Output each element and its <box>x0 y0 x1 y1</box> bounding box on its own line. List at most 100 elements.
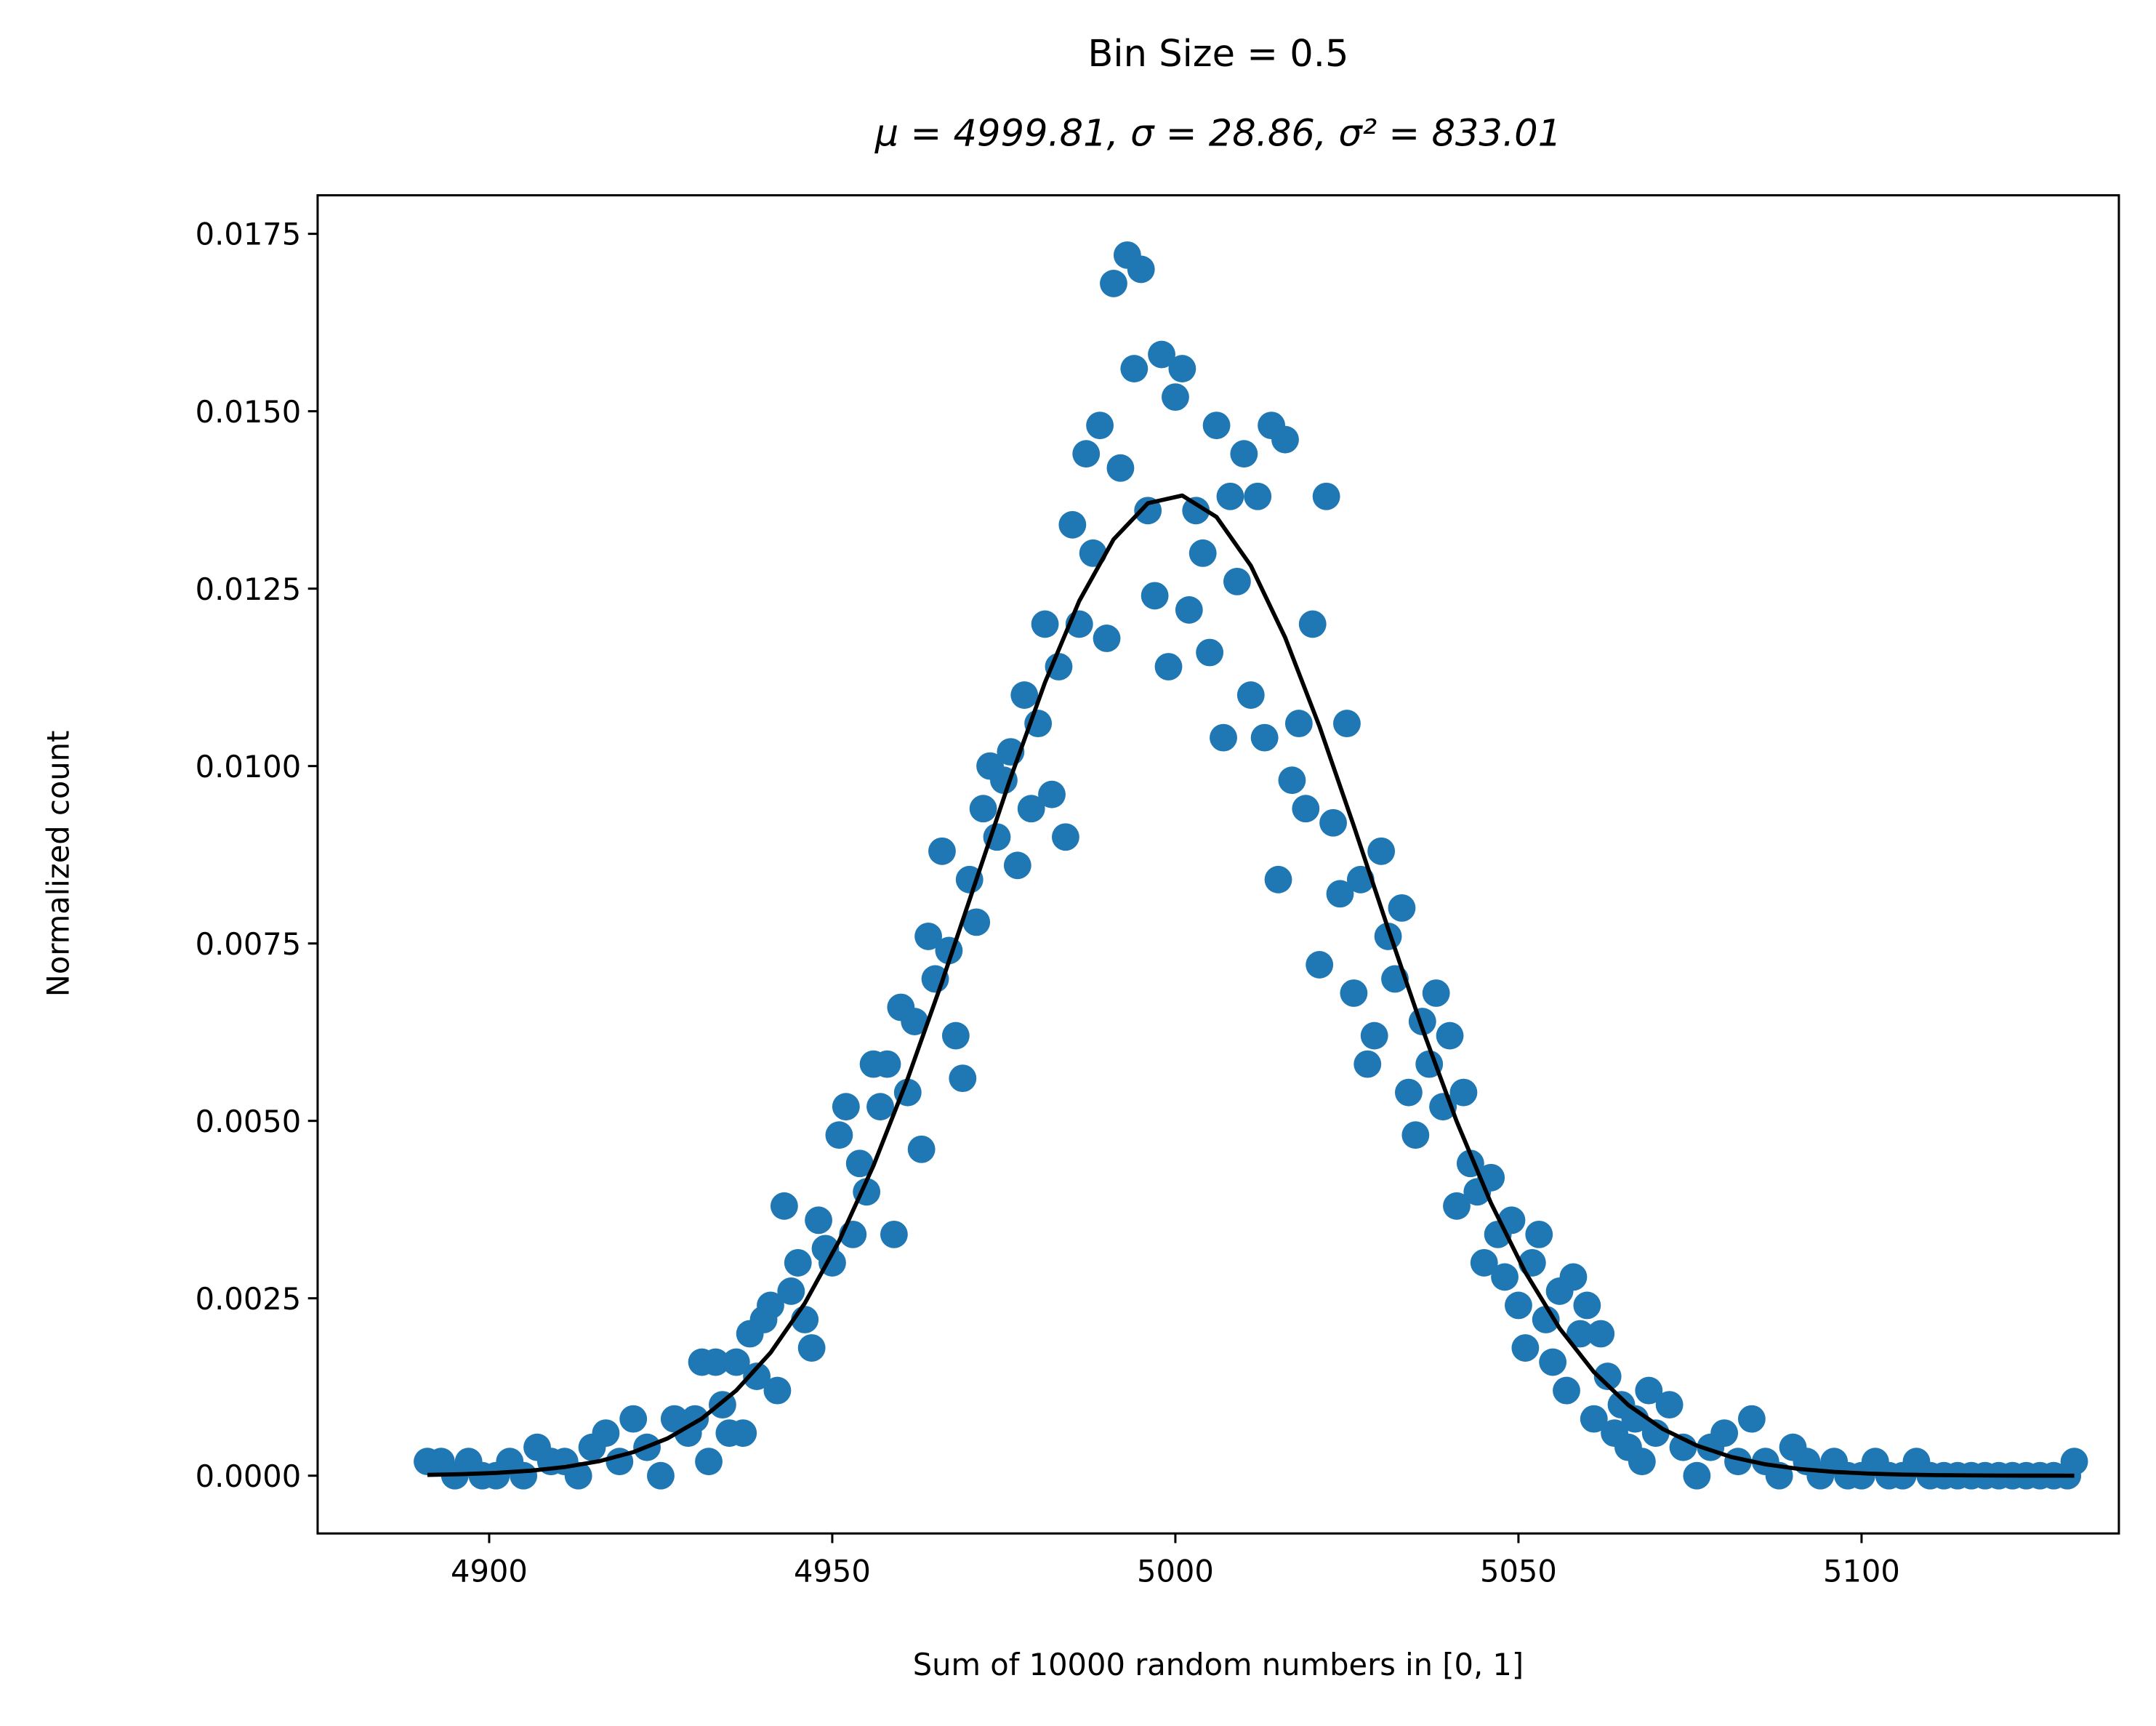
scatter-point <box>1319 808 1347 837</box>
scatter-point <box>1539 1348 1567 1376</box>
x-tick-label: 5100 <box>1823 1553 1900 1589</box>
scatter-point <box>1422 979 1450 1007</box>
scatter-point <box>1058 510 1087 539</box>
scatter-point <box>1244 482 1272 510</box>
scatter-point <box>928 837 956 865</box>
scatter-point <box>1394 1078 1423 1107</box>
scatter-point <box>722 1348 750 1376</box>
scatter-point <box>1216 482 1244 510</box>
scatter-point <box>1202 412 1231 440</box>
scatter-point <box>695 1448 723 1476</box>
x-tick-label: 4950 <box>794 1553 871 1589</box>
scatter-point <box>1182 497 1210 525</box>
scatter-point <box>866 1093 894 1121</box>
y-tick-label: 0.0050 <box>196 1104 302 1139</box>
scatter-point <box>1306 951 1334 979</box>
y-tick-label: 0.0025 <box>196 1281 302 1317</box>
scatter-point <box>901 1008 929 1035</box>
scatter-point <box>1525 1220 1553 1248</box>
scatter-point <box>797 1334 826 1362</box>
scatter-point <box>1017 795 1045 823</box>
scatter-point <box>784 1248 812 1277</box>
scatter-point <box>1038 780 1066 808</box>
scatter-point <box>1312 482 1340 510</box>
scatter-point <box>873 1050 901 1078</box>
scatter-point <box>1505 1291 1532 1320</box>
scatter-point <box>1236 681 1265 709</box>
scatter-point <box>907 1135 936 1163</box>
y-tick-label: 0.0075 <box>196 926 302 962</box>
scatter-point <box>1271 425 1299 454</box>
scatter-point <box>1210 723 1237 752</box>
y-axis-label: Normalized count <box>41 731 76 998</box>
scatter-point <box>1621 1405 1649 1433</box>
scatter-point <box>1511 1334 1540 1362</box>
scatter-point <box>1353 1050 1382 1078</box>
scatter-point <box>1724 1448 1752 1476</box>
scatter-point <box>1292 795 1320 823</box>
scatter-point <box>1641 1419 1670 1448</box>
scatter-point <box>1175 596 1203 624</box>
scatter-point <box>1003 851 1031 880</box>
x-axis-label: Sum of 10000 random numbers in [0, 1] <box>913 1647 1524 1682</box>
scatter-point <box>1100 270 1127 297</box>
scatter-point <box>1086 412 1114 440</box>
scatter-point <box>1340 979 1368 1007</box>
scatter-point <box>1031 610 1059 638</box>
scatter-point <box>1188 539 1217 567</box>
y-tick-label: 0.0125 <box>196 571 302 607</box>
x-tick-label: 5000 <box>1137 1553 1214 1589</box>
scatter-point <box>770 1192 798 1220</box>
scatter-point <box>757 1291 784 1320</box>
scatter-point <box>1148 340 1175 369</box>
scatter-point <box>564 1461 592 1490</box>
scatter-point <box>1655 1391 1684 1419</box>
scatter-point <box>1566 1320 1594 1348</box>
scatter-point <box>880 1220 908 1248</box>
scatter-point <box>1326 880 1354 908</box>
scatter-point <box>845 1149 874 1178</box>
scatter-point <box>1162 383 1189 412</box>
scatter-point <box>1449 1078 1478 1107</box>
scatter-point <box>1045 653 1073 681</box>
scatter-point <box>1010 681 1039 709</box>
scatter-point <box>1367 837 1396 865</box>
scatter-point <box>1230 440 1258 468</box>
scatter-point <box>1628 1448 1656 1476</box>
scatter-point <box>510 1461 538 1490</box>
scatter-point <box>962 908 991 936</box>
scatter-point <box>1333 710 1361 738</box>
scatter-point <box>1360 1021 1388 1050</box>
scatter-point <box>1141 582 1169 610</box>
scatter-point <box>1593 1362 1622 1390</box>
y-tick-label: 0.0100 <box>196 749 302 784</box>
scatter-point <box>955 865 984 894</box>
scatter-point <box>1573 1291 1601 1320</box>
scatter-point <box>763 1376 792 1405</box>
scatter-point <box>1127 255 1155 284</box>
scatter-point <box>701 1348 730 1376</box>
scatter-point <box>1250 723 1279 752</box>
scatter-point <box>1093 625 1121 652</box>
scatter-point <box>1532 1306 1560 1333</box>
y-tick-label: 0.0175 <box>196 217 302 252</box>
scatter-point <box>832 1093 860 1121</box>
plot-area <box>414 241 2088 1490</box>
scatter-point <box>2060 1448 2088 1476</box>
scatter-point <box>1168 355 1196 382</box>
scatter-point <box>592 1419 620 1448</box>
axes-frame <box>316 194 2120 1535</box>
scatter-point <box>941 1021 970 1050</box>
scatter-point <box>1683 1461 1711 1490</box>
scatter-point <box>1388 894 1416 922</box>
scatter-point <box>1298 610 1327 638</box>
scatter-point <box>914 922 943 950</box>
scatter-point <box>1072 440 1101 468</box>
scatter-point <box>1635 1376 1663 1405</box>
scatter-point <box>1436 1021 1464 1050</box>
scatter-point <box>1154 653 1183 681</box>
scatter-point <box>825 1121 853 1149</box>
scatter-point <box>1470 1248 1498 1277</box>
